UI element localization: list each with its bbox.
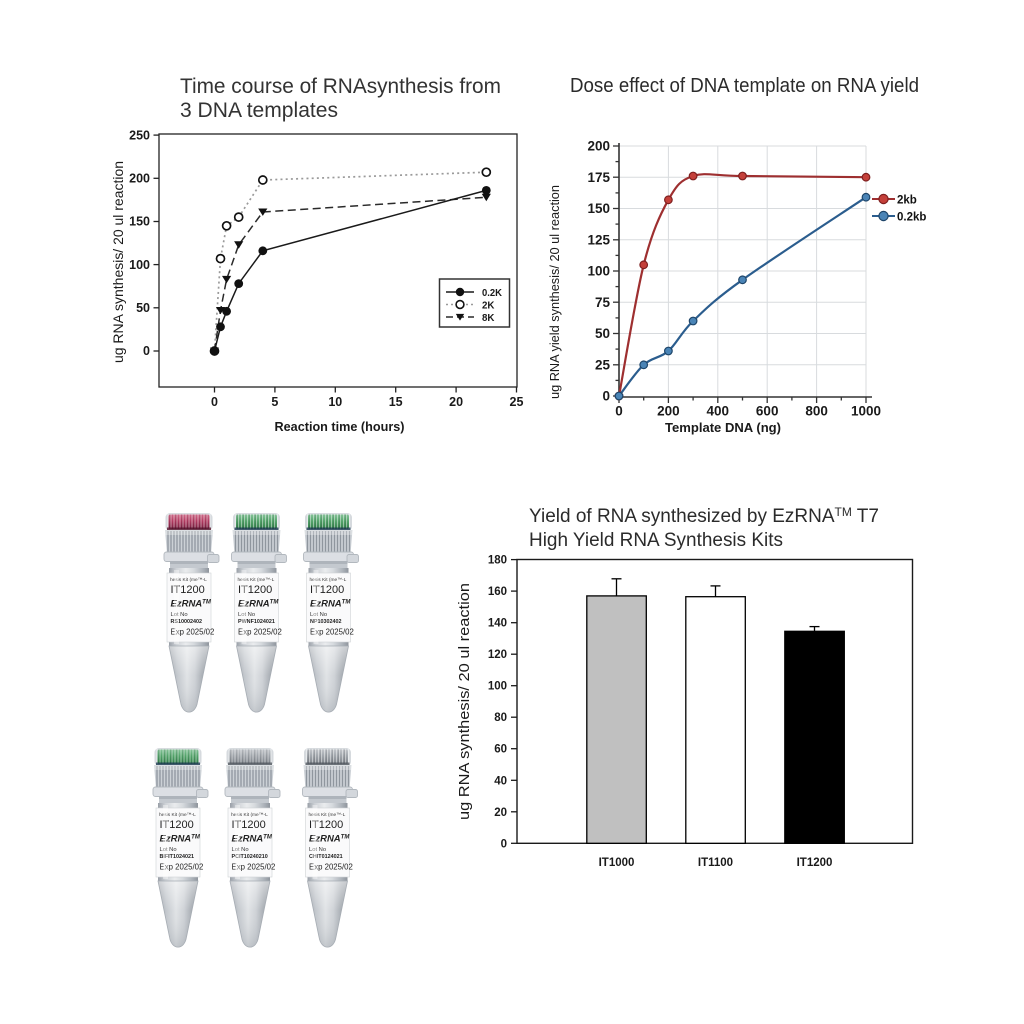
svg-text:Exp 2025/02: Exp 2025/02: [232, 863, 276, 872]
svg-text:hesis Kit (me™-L: hesis Kit (me™-L: [310, 577, 347, 583]
svg-text:1000: 1000: [851, 404, 881, 419]
svg-text:600: 600: [756, 404, 779, 419]
svg-text:EzRNATM: EzRNATM: [171, 599, 212, 610]
svg-text:ug RNA synthesis/ 20 ul reacti: ug RNA synthesis/ 20 ul reaction: [110, 161, 126, 363]
svg-text:800: 800: [805, 404, 828, 419]
svg-text:160: 160: [488, 586, 507, 598]
svg-text:Yield of RNA synthesized by Ez: Yield of RNA synthesized by EzRNATM T7: [529, 505, 879, 527]
svg-text:hesis Kit (me™-L: hesis Kit (me™-L: [309, 812, 346, 818]
svg-text:0.2kb: 0.2kb: [897, 212, 926, 224]
svg-text:Exp 2025/02: Exp 2025/02: [160, 863, 204, 872]
svg-text:Exp 2025/02: Exp 2025/02: [310, 628, 354, 637]
svg-text:CHIT0124021: CHIT0124021: [309, 854, 343, 860]
svg-text:EzRNATM: EzRNATM: [232, 834, 273, 845]
svg-text:2K: 2K: [482, 300, 495, 311]
svg-text:ug RNA yield synthesis/ 20 ul: ug RNA yield synthesis/ 20 ul reaction: [547, 185, 562, 399]
svg-text:IT1200: IT1200: [797, 857, 833, 869]
svg-text:Time course of RNAsynthesis fr: Time course of RNAsynthesis from: [180, 75, 501, 98]
svg-text:EzRNATM: EzRNATM: [309, 834, 350, 845]
svg-text:3 DNA templates: 3 DNA templates: [180, 99, 338, 122]
svg-text:25: 25: [595, 357, 611, 372]
svg-text:100: 100: [587, 264, 610, 279]
svg-text:200: 200: [129, 172, 150, 186]
svg-text:NP10302402: NP10302402: [310, 619, 341, 625]
svg-text:Lot No: Lot No: [310, 612, 327, 618]
svg-text:PWNF1024021: PWNF1024021: [238, 619, 275, 625]
svg-text:200: 200: [657, 404, 680, 419]
svg-text:BIFIT1024021: BIFIT1024021: [160, 854, 194, 860]
svg-text:IT1200: IT1200: [232, 819, 266, 831]
svg-text:125: 125: [587, 232, 610, 247]
svg-text:0: 0: [501, 838, 507, 850]
svg-text:IT1200: IT1200: [171, 584, 205, 596]
svg-text:40: 40: [494, 775, 507, 787]
svg-text:IT1200: IT1200: [160, 819, 194, 831]
svg-text:15: 15: [389, 395, 403, 409]
svg-text:2kb: 2kb: [897, 195, 917, 207]
svg-text:10: 10: [328, 395, 342, 409]
svg-text:Lot No: Lot No: [232, 847, 249, 853]
svg-text:PCIT10240210: PCIT10240210: [232, 854, 268, 860]
svg-text:25: 25: [510, 395, 524, 409]
svg-text:Exp 2025/02: Exp 2025/02: [171, 628, 215, 637]
svg-text:8K: 8K: [482, 313, 495, 324]
svg-text:50: 50: [136, 301, 150, 315]
svg-text:5: 5: [271, 395, 278, 409]
svg-text:Exp 2025/02: Exp 2025/02: [309, 863, 353, 872]
svg-text:0: 0: [211, 395, 218, 409]
svg-text:IT1200: IT1200: [310, 584, 344, 596]
svg-text:Lot No: Lot No: [160, 847, 177, 853]
svg-text:hesis Kit (me™-L: hesis Kit (me™-L: [170, 577, 207, 583]
svg-text:120: 120: [488, 649, 507, 661]
svg-text:IT1200: IT1200: [309, 819, 343, 831]
svg-text:400: 400: [707, 404, 730, 419]
svg-text:140: 140: [488, 618, 507, 630]
svg-text:hesis Kit (me™-L: hesis Kit (me™-L: [159, 812, 196, 818]
svg-text:60: 60: [494, 744, 507, 756]
svg-text:200: 200: [587, 139, 610, 154]
svg-text:ug RNA synthesis/ 20 ul reacti: ug RNA synthesis/ 20 ul reaction: [456, 583, 473, 820]
svg-text:Lot No: Lot No: [171, 612, 188, 618]
svg-text:150: 150: [587, 201, 610, 216]
svg-text:Exp 2025/02: Exp 2025/02: [238, 628, 282, 637]
svg-text:20: 20: [494, 807, 507, 819]
svg-text:0: 0: [615, 404, 623, 419]
svg-text:IT1100: IT1100: [698, 857, 733, 869]
svg-text:EzRNATM: EzRNATM: [160, 834, 201, 845]
svg-text:hesis Kit (me™-L: hesis Kit (me™-L: [231, 812, 268, 818]
svg-text:180: 180: [488, 555, 507, 567]
svg-text:High Yield RNA Synthesis Kits: High Yield RNA Synthesis Kits: [529, 530, 783, 551]
svg-text:IT1200: IT1200: [238, 584, 272, 596]
svg-text:175: 175: [587, 170, 610, 185]
svg-text:Reaction time (hours): Reaction time (hours): [275, 420, 405, 434]
svg-text:hesis Kit (me™-L: hesis Kit (me™-L: [238, 577, 275, 583]
svg-text:80: 80: [494, 712, 507, 724]
svg-text:Lot No: Lot No: [309, 847, 326, 853]
svg-text:75: 75: [595, 295, 611, 310]
svg-text:0: 0: [602, 389, 610, 404]
svg-text:250: 250: [129, 128, 150, 142]
svg-text:100: 100: [488, 681, 507, 693]
svg-text:IT1000: IT1000: [599, 857, 635, 869]
svg-text:0: 0: [143, 344, 150, 358]
svg-text:100: 100: [129, 258, 150, 272]
svg-text:Dose effect of DNA template on: Dose effect of DNA template on RNA yield: [570, 75, 919, 97]
svg-text:Lot No: Lot No: [238, 612, 255, 618]
svg-text:EzRNATM: EzRNATM: [310, 599, 351, 610]
svg-text:EzRNATM: EzRNATM: [238, 599, 279, 610]
svg-text:20: 20: [449, 395, 463, 409]
svg-text:150: 150: [129, 215, 150, 229]
svg-text:50: 50: [595, 326, 610, 341]
svg-text:RS10002402: RS10002402: [171, 619, 202, 625]
svg-text:Template DNA (ng): Template DNA (ng): [665, 420, 781, 435]
svg-text:0.2K: 0.2K: [482, 288, 503, 299]
